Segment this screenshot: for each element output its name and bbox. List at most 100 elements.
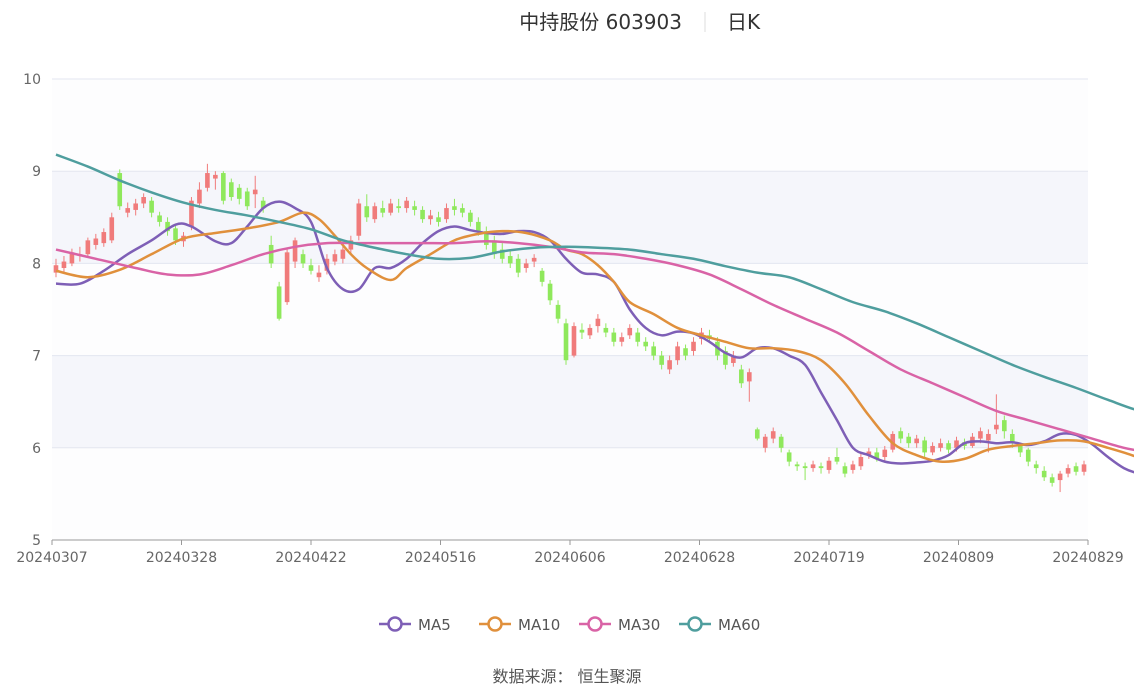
- candle: [683, 344, 688, 361]
- candle: [484, 226, 489, 250]
- ma-line-ma5: [55, 200, 1134, 474]
- candle-body: [555, 304, 561, 319]
- candle: [627, 324, 633, 340]
- legend-marker-icon: [487, 616, 503, 632]
- candle: [794, 461, 800, 471]
- legend-item-ma5[interactable]: MA5: [379, 616, 451, 634]
- candle-body: [571, 326, 577, 356]
- candle: [994, 394, 999, 434]
- candle: [499, 243, 505, 264]
- candle: [324, 254, 330, 275]
- candle-body: [547, 283, 553, 301]
- candle-body: [1009, 433, 1015, 444]
- candle: [165, 217, 170, 236]
- candle-body: [356, 203, 362, 236]
- candle: [213, 171, 218, 190]
- candle-body: [731, 355, 736, 363]
- candle-body: [834, 457, 840, 462]
- legend-item-ma30[interactable]: MA30: [579, 616, 660, 634]
- candle-body: [484, 231, 489, 245]
- candle-body: [420, 209, 425, 220]
- candle: [157, 211, 162, 227]
- candle: [1041, 466, 1047, 481]
- candle: [189, 197, 194, 231]
- candle-body: [507, 256, 513, 264]
- candle: [61, 256, 67, 273]
- candle: [388, 198, 394, 216]
- candle-body: [428, 215, 433, 220]
- candle-body: [332, 254, 338, 262]
- candle: [460, 203, 465, 218]
- chart-period: 日K: [727, 10, 761, 34]
- candle-body: [284, 252, 290, 303]
- candle: [364, 194, 370, 222]
- candle-body: [946, 443, 951, 450]
- candle: [770, 427, 776, 444]
- candle-body: [603, 327, 609, 333]
- candle-body: [221, 173, 226, 201]
- candle: [340, 244, 346, 264]
- candle: [898, 427, 904, 444]
- candle: [412, 200, 417, 216]
- candle-body: [292, 240, 298, 262]
- legend-marker-icon: [587, 616, 603, 632]
- grid-lines: [52, 78, 1088, 541]
- candle-body: [236, 187, 242, 199]
- legend-item-ma10[interactable]: MA10: [479, 616, 560, 634]
- candle: [507, 250, 513, 269]
- candle-body: [308, 265, 314, 271]
- candle-body: [1049, 477, 1055, 483]
- candle-body: [986, 433, 991, 441]
- candle-body: [643, 341, 649, 347]
- candle: [754, 427, 760, 441]
- candle: [531, 254, 537, 268]
- x-tick-label: 20240516: [405, 550, 476, 566]
- candle-body: [173, 228, 178, 241]
- candle-body: [723, 350, 728, 365]
- candle-body: [380, 208, 386, 213]
- candle-body: [412, 206, 417, 210]
- candle-body: [595, 318, 601, 327]
- candle-body: [93, 238, 99, 245]
- candle-body: [205, 173, 210, 188]
- candle-body: [468, 212, 473, 222]
- candle: [117, 169, 123, 210]
- candle: [906, 433, 912, 448]
- candle-body: [101, 232, 107, 244]
- y-tick-label: 8: [32, 256, 41, 272]
- candle: [396, 198, 401, 213]
- candle-body: [739, 369, 744, 384]
- candle: [930, 442, 935, 456]
- candle: [651, 341, 656, 361]
- candle: [802, 462, 808, 481]
- candle: [332, 249, 338, 266]
- candle-body: [882, 449, 888, 458]
- candle: [938, 438, 943, 452]
- candle-body: [1057, 473, 1063, 481]
- candle-body: [460, 208, 465, 213]
- candle-body: [252, 189, 258, 195]
- candle: [1065, 464, 1071, 478]
- candle-body: [914, 438, 919, 444]
- candle-body: [213, 174, 218, 179]
- candle-body: [531, 257, 537, 262]
- candle: [452, 198, 457, 216]
- legend[interactable]: MA5 MA10 MA30 MA60: [379, 616, 760, 634]
- candle: [125, 202, 131, 218]
- candle: [197, 182, 202, 209]
- candle: [547, 279, 553, 305]
- candle-body: [69, 252, 75, 264]
- legend-item-ma60[interactable]: MA60: [679, 616, 760, 634]
- candle: [468, 209, 473, 227]
- candle-body: [61, 261, 67, 269]
- candle-body: [906, 436, 912, 444]
- ma-line-ma30: [55, 240, 1134, 452]
- candle-body: [786, 452, 792, 462]
- candle: [101, 228, 107, 247]
- candle: [778, 433, 784, 453]
- candle-body: [324, 258, 330, 271]
- candle: [723, 346, 728, 370]
- candle-body: [651, 346, 656, 356]
- candle-body: [770, 431, 776, 439]
